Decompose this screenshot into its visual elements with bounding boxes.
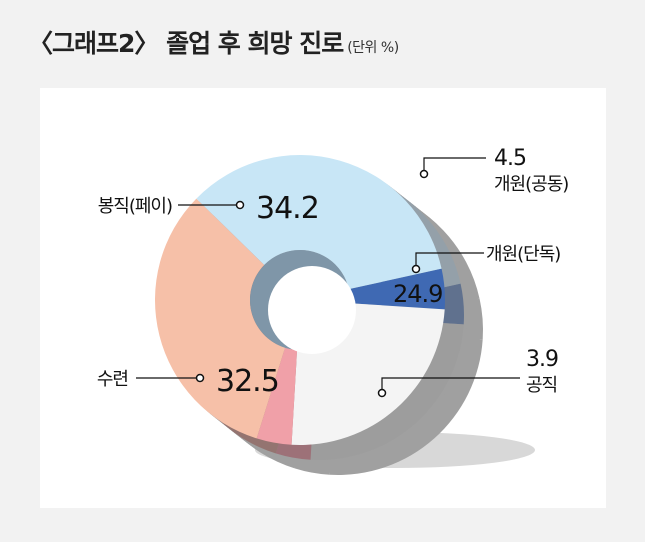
label-value: 24.9 [393, 280, 442, 308]
callout-dot [411, 264, 421, 274]
label-category: 봉직(페이) [98, 196, 172, 217]
slice-봉직(페이) [196, 154, 442, 290]
chart-title-row: 〈그래프2〉 졸업 후 희망 진로 (단위 %) [28, 24, 399, 60]
label-category: 개원(단독) [486, 244, 560, 265]
callout-line [423, 157, 486, 171]
callout-line [415, 252, 484, 266]
chart-title: 〈그래프2〉 졸업 후 희망 진로 [28, 29, 344, 58]
labels: 봉직(페이) 34.2 수련 32.5 4.5 개원(공동) 개원(단독) 24.9 3.9 공직 [97, 146, 569, 399]
slice-개원(공동) [348, 268, 445, 310]
label-value: 32.5 [216, 364, 279, 399]
label-value: 3.9 [526, 347, 558, 372]
label-value: 4.5 [494, 146, 526, 171]
callout-line [381, 377, 520, 390]
label-category: 공직 [526, 375, 557, 396]
label-category: 수련 [97, 369, 128, 390]
callout-dot [195, 373, 205, 383]
slice-공직 [256, 347, 298, 445]
callout-dot [419, 169, 429, 179]
callout-dot [235, 200, 245, 210]
slice-개원(단독) [291, 303, 445, 445]
hole [268, 266, 356, 354]
callout-dot [377, 388, 387, 398]
chart-unit: (단위 %) [347, 40, 399, 56]
label-value: 34.2 [256, 191, 319, 226]
label-category: 개원(공동) [494, 174, 568, 195]
